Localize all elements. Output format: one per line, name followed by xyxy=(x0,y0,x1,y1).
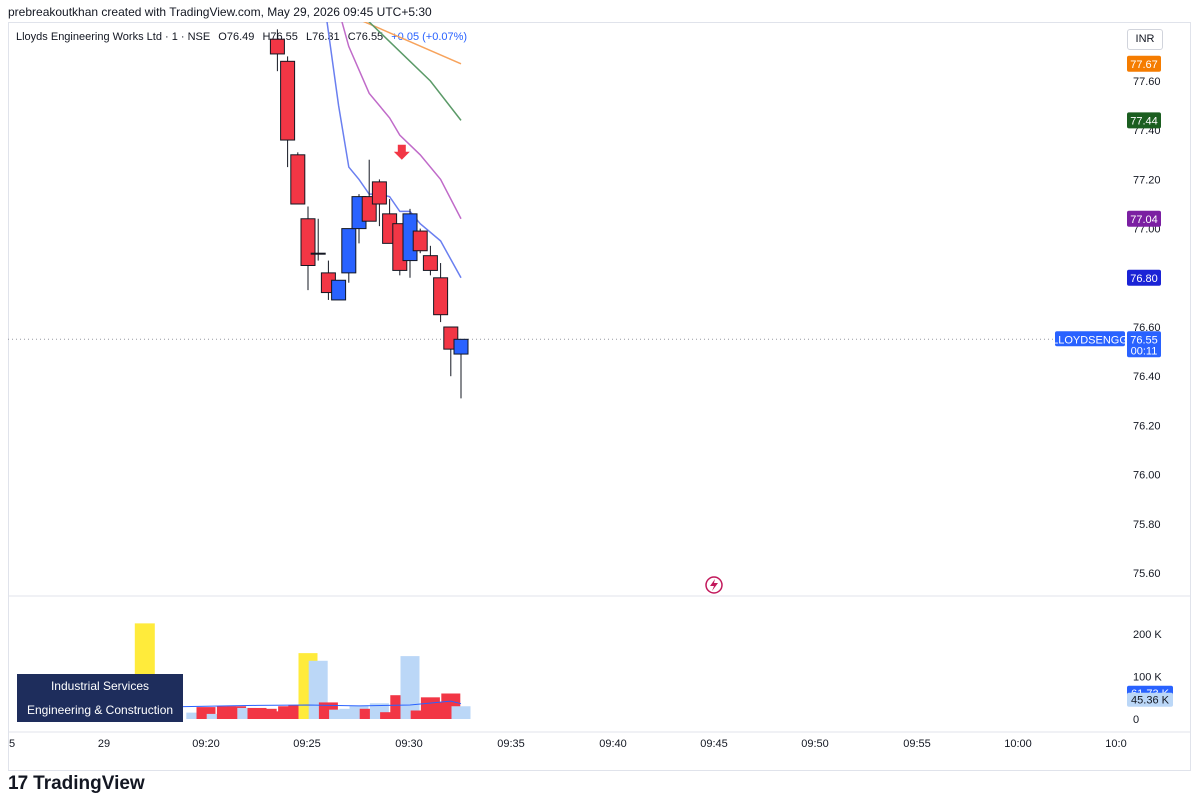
lightning-icon-ring xyxy=(705,576,723,594)
lightning-icon xyxy=(705,576,723,594)
price-pane xyxy=(138,0,469,399)
candle-down xyxy=(138,0,152,12)
price-tick-label: 77.60 xyxy=(1133,76,1161,88)
price-tag-bg xyxy=(1127,331,1161,358)
volume-tag: 45.36 K xyxy=(1127,692,1173,707)
ma-price-tag-bg xyxy=(1127,210,1161,227)
tradingview-logo-icon: 17 xyxy=(8,773,28,794)
tradingview-wordmark: TradingView xyxy=(33,773,145,794)
currency-button[interactable]: INR xyxy=(1127,29,1163,50)
time-tick-label: 09:55 xyxy=(903,738,931,750)
lightning-icon-bolt xyxy=(710,579,718,591)
price-tick-label: 77.20 xyxy=(1133,174,1161,186)
moving-average-line xyxy=(368,22,462,121)
price-tick-label: 75.60 xyxy=(1133,568,1161,580)
candle-up xyxy=(341,228,357,274)
volume-bar xyxy=(410,710,430,719)
volume-bar xyxy=(329,709,349,719)
industry-badge: Engineering & Construction xyxy=(17,698,183,722)
ma-price-tag-bg xyxy=(1127,55,1161,72)
sector-badge: Industrial Services xyxy=(17,674,183,698)
time-tick-label: 29 xyxy=(98,738,110,750)
volume-bar xyxy=(196,707,216,719)
candle-down xyxy=(433,277,449,316)
candle-down xyxy=(300,218,316,266)
candle-down xyxy=(290,154,306,205)
time-tick-label: 09:30 xyxy=(395,738,423,750)
volume-pane xyxy=(134,623,471,719)
volume-tick-label: 200 K xyxy=(1133,629,1162,641)
time-tick-label: 10:0 xyxy=(1105,738,1126,750)
time-tick-label: 09:25 xyxy=(293,738,321,750)
time-tick-label: 09:20 xyxy=(192,738,220,750)
ma-price-tag-text: 77.44 xyxy=(1130,115,1158,127)
price-tick-label: 76.40 xyxy=(1133,371,1161,383)
ma-price-tag: 77.44 xyxy=(1127,112,1161,129)
symbol-tag-bg xyxy=(1055,331,1125,347)
volume-tick-label: 0 xyxy=(1133,714,1139,726)
time-tick-label: 09:45 xyxy=(700,738,728,750)
ma-price-tag: 77.04 xyxy=(1127,210,1161,227)
time-tick-label: 09:35 xyxy=(497,738,525,750)
moving-average-line xyxy=(341,22,462,220)
symbol-title[interactable]: Lloyds Engineering Works Ltd · 1 · NSE xyxy=(16,31,211,43)
ma-price-tag: 76.80 xyxy=(1127,269,1161,286)
candle-down xyxy=(280,60,296,141)
candle-down xyxy=(371,181,387,205)
candle-up xyxy=(453,338,469,355)
close-value: C76.55 xyxy=(347,31,384,43)
volume-bar xyxy=(359,708,379,719)
candle-down xyxy=(422,255,438,271)
price-tick-label: 75.80 xyxy=(1133,519,1161,531)
candle-down xyxy=(412,230,428,252)
volume-bar xyxy=(267,711,287,719)
ma-price-tag-bg xyxy=(1127,269,1161,286)
chart-credit: prebreakoutkhan created with TradingView… xyxy=(8,5,432,19)
change-value: +0.05 (+0.07%) xyxy=(391,31,468,43)
ma-price-tag-text: 76.80 xyxy=(1130,273,1158,285)
time-tick-label: 5 xyxy=(9,738,15,750)
volume-bar xyxy=(186,712,206,719)
volume-bar xyxy=(206,713,226,719)
time-tick-label: 09:50 xyxy=(801,738,829,750)
symbol-legend: Lloyds Engineering Works Ltd · 1 · NSE O… xyxy=(16,31,472,43)
ma-price-tag-text: 77.04 xyxy=(1130,214,1158,226)
volume-bar xyxy=(339,708,359,719)
time-tick-label: 10:00 xyxy=(1004,738,1032,750)
ma-price-tag-text: 77.67 xyxy=(1130,59,1158,71)
ma-price-tag-bg xyxy=(1127,112,1161,129)
volume-bar xyxy=(380,712,400,719)
low-value: L76.31 xyxy=(305,31,340,43)
volume-bar xyxy=(451,706,471,719)
time-tick-label: 09:40 xyxy=(599,738,627,750)
countdown-text: 00:11 xyxy=(1131,345,1158,357)
price-tick-label: 76.60 xyxy=(1133,322,1161,334)
volume-bar xyxy=(400,656,420,719)
candle-up xyxy=(331,279,347,301)
symbol-tag-text: LLOYDSENGG xyxy=(1052,334,1128,346)
volume-tick-label: 100 K xyxy=(1133,672,1162,684)
volume-tag-text: 45.36 K xyxy=(1131,695,1170,707)
price-tag-text: 76.55 xyxy=(1130,334,1158,346)
sell-arrow-icon xyxy=(393,144,410,160)
tradingview-logo: 17 TradingView xyxy=(8,773,145,795)
volume-bar xyxy=(247,707,267,719)
volume-bar xyxy=(257,708,277,719)
volume-ma-line xyxy=(154,700,462,708)
open-value: O76.49 xyxy=(218,31,255,43)
chart-frame xyxy=(8,22,1191,771)
candle-down xyxy=(269,38,285,55)
ma-price-tag: 77.67 xyxy=(1127,55,1161,72)
price-tick-label: 76.20 xyxy=(1133,420,1161,432)
candle-up xyxy=(310,252,326,255)
volume-bar xyxy=(237,707,257,719)
price-tick-label: 76.00 xyxy=(1133,470,1161,482)
moving-average-line xyxy=(362,22,462,65)
volume-tag-bg xyxy=(1127,692,1173,707)
